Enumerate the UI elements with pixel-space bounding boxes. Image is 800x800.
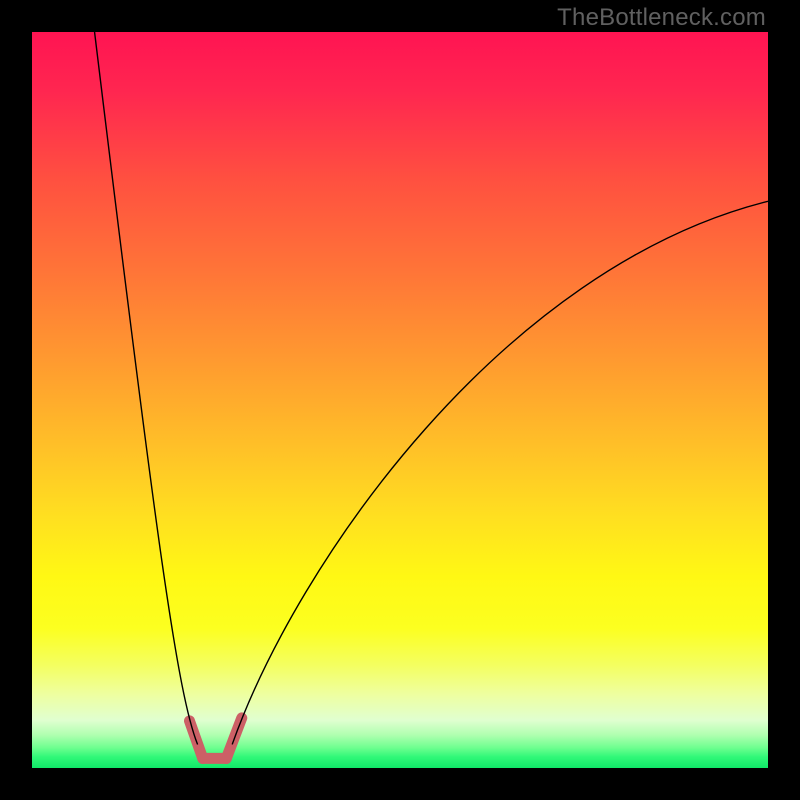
plot-area bbox=[32, 32, 768, 768]
chart-svg bbox=[32, 32, 768, 768]
watermark-text: TheBottleneck.com bbox=[557, 4, 766, 32]
chart-background bbox=[32, 32, 768, 768]
